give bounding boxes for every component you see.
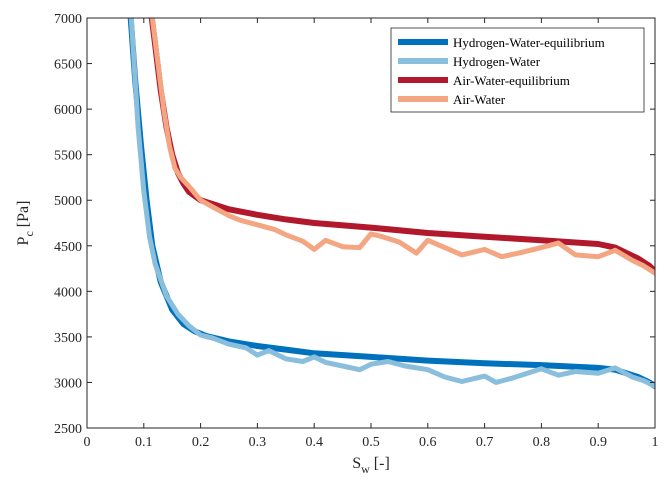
y-axis-label-main: P — [15, 236, 32, 245]
x-axis-label-main: S — [352, 455, 361, 472]
x-axis-label: Sw [-] — [352, 455, 390, 476]
y-axis-label-sub: c — [22, 231, 36, 236]
legend-label: Hydrogen-Water-equilibrium — [453, 35, 605, 50]
ticks-layer: 0 0.1 0.2 0.3 0.4 0.5 0.6 0.7 0.8 0.9 1 2500 3000 350… — [54, 12, 659, 450]
x-tick-label: 0.9 — [589, 435, 607, 450]
y-tick-label: 4500 — [54, 240, 82, 255]
y-axis-label: Pc [Pa] — [15, 201, 36, 246]
x-tick-label: 0.7 — [476, 435, 494, 450]
series-line-hydrogen-water — [128, 18, 655, 389]
x-axis-label-sub: w — [361, 462, 370, 476]
series-layer — [127, 18, 655, 390]
y-tick-label: 2500 — [54, 422, 82, 437]
y-tick-label: 7000 — [54, 12, 82, 27]
x-tick-label: 1 — [652, 435, 659, 450]
legend-label: Air-Water-equilibrium — [453, 73, 570, 88]
legend: Hydrogen-Water-equilibrium Hydrogen-Water… — [390, 27, 645, 113]
x-tick-label: 0.4 — [305, 435, 323, 450]
y-tick-label: 6500 — [54, 58, 82, 73]
y-tick-label: 5500 — [54, 149, 82, 164]
y-tick-label: 4000 — [54, 285, 82, 300]
y-axis-label-rest: [Pa] — [15, 201, 32, 232]
y-tick-label: 3000 — [54, 376, 82, 391]
x-axis-label-rest: [-] — [370, 455, 390, 472]
x-tick-label: 0.6 — [419, 435, 437, 450]
legend-label: Hydrogen-Water — [453, 54, 541, 69]
series-line-air-water — [149, 18, 655, 276]
x-tick-label: 0 — [84, 435, 91, 450]
x-tick-label: 0.1 — [135, 435, 153, 450]
y-tick-label: 5000 — [54, 194, 82, 209]
y-tick-label: 3500 — [54, 331, 82, 346]
legend-label: Air-Water — [453, 92, 506, 107]
x-tick-label: 0.3 — [249, 435, 267, 450]
x-tick-label: 0.5 — [362, 435, 380, 450]
x-tick-label: 0.2 — [192, 435, 210, 450]
y-tick-label: 6000 — [54, 103, 82, 118]
x-tick-label: 0.8 — [533, 435, 551, 450]
